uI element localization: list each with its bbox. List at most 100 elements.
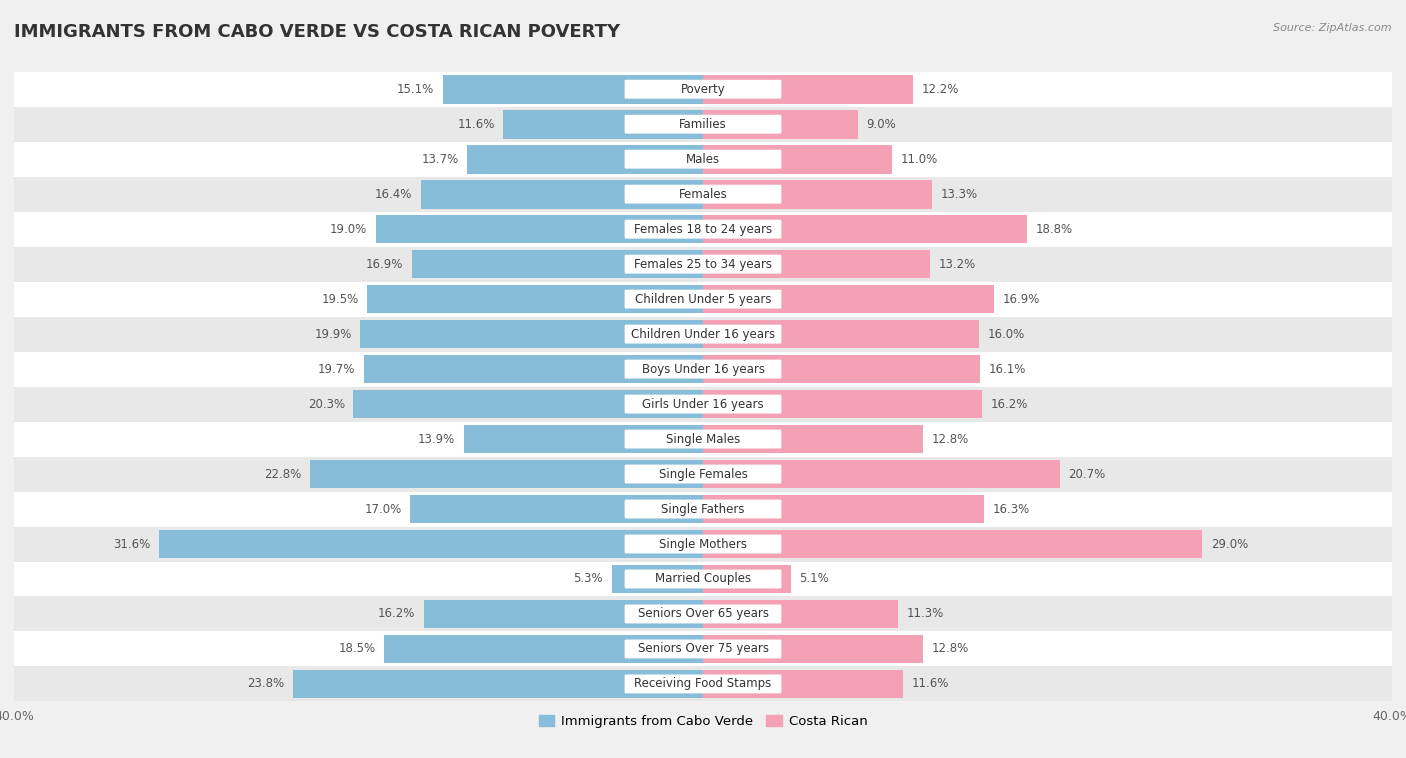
Text: 13.3%: 13.3% [941, 188, 977, 201]
Bar [420, 180, 703, 208]
FancyBboxPatch shape [624, 359, 782, 378]
Text: 17.0%: 17.0% [364, 503, 402, 515]
Text: Seniors Over 75 years: Seniors Over 75 years [637, 643, 769, 656]
Text: Single Mothers: Single Mothers [659, 537, 747, 550]
Bar [14, 211, 1392, 246]
Bar [14, 666, 1392, 701]
Text: 15.1%: 15.1% [396, 83, 434, 96]
Bar [384, 634, 703, 663]
FancyBboxPatch shape [624, 640, 782, 659]
Text: 13.7%: 13.7% [422, 152, 458, 166]
Text: 16.1%: 16.1% [988, 362, 1026, 375]
Bar [14, 246, 1392, 282]
Bar [703, 320, 979, 349]
Bar [14, 352, 1392, 387]
Bar [703, 285, 994, 314]
FancyBboxPatch shape [624, 290, 782, 309]
Text: 19.7%: 19.7% [318, 362, 356, 375]
Bar [14, 142, 1392, 177]
Bar [703, 215, 1026, 243]
Bar [412, 250, 703, 278]
Text: Females 18 to 24 years: Females 18 to 24 years [634, 223, 772, 236]
Bar [703, 390, 981, 418]
Bar [703, 110, 858, 139]
FancyBboxPatch shape [624, 255, 782, 274]
Text: Children Under 5 years: Children Under 5 years [634, 293, 772, 305]
Text: Source: ZipAtlas.com: Source: ZipAtlas.com [1274, 23, 1392, 33]
FancyBboxPatch shape [624, 500, 782, 518]
Text: 13.9%: 13.9% [418, 433, 456, 446]
Text: Single Females: Single Females [658, 468, 748, 481]
Text: 12.8%: 12.8% [932, 643, 969, 656]
Bar [703, 75, 912, 104]
Bar [14, 527, 1392, 562]
Text: Females: Females [679, 188, 727, 201]
Bar [503, 110, 703, 139]
Text: Females 25 to 34 years: Females 25 to 34 years [634, 258, 772, 271]
Text: Single Fathers: Single Fathers [661, 503, 745, 515]
Text: Families: Families [679, 117, 727, 130]
Bar [159, 530, 703, 559]
FancyBboxPatch shape [624, 324, 782, 343]
Text: 12.8%: 12.8% [932, 433, 969, 446]
FancyBboxPatch shape [624, 605, 782, 623]
Bar [14, 421, 1392, 456]
FancyBboxPatch shape [624, 80, 782, 99]
Text: 29.0%: 29.0% [1211, 537, 1249, 550]
Text: Children Under 16 years: Children Under 16 years [631, 327, 775, 340]
Text: 11.6%: 11.6% [457, 117, 495, 130]
Bar [443, 75, 703, 104]
FancyBboxPatch shape [624, 220, 782, 239]
Bar [703, 669, 903, 698]
Text: IMMIGRANTS FROM CABO VERDE VS COSTA RICAN POVERTY: IMMIGRANTS FROM CABO VERDE VS COSTA RICA… [14, 23, 620, 41]
Text: 31.6%: 31.6% [112, 537, 150, 550]
Text: Males: Males [686, 152, 720, 166]
Text: 19.0%: 19.0% [330, 223, 367, 236]
FancyBboxPatch shape [624, 150, 782, 168]
Text: 11.0%: 11.0% [901, 152, 938, 166]
Bar [703, 634, 924, 663]
Bar [425, 600, 703, 628]
Bar [464, 424, 703, 453]
Text: 16.4%: 16.4% [374, 188, 412, 201]
Bar [703, 495, 984, 523]
Bar [14, 177, 1392, 211]
Bar [14, 562, 1392, 597]
Bar [14, 107, 1392, 142]
Text: 12.2%: 12.2% [922, 83, 959, 96]
Bar [612, 565, 703, 594]
Text: 9.0%: 9.0% [866, 117, 897, 130]
Bar [364, 355, 703, 384]
Bar [703, 600, 897, 628]
Text: 23.8%: 23.8% [247, 678, 284, 691]
FancyBboxPatch shape [624, 114, 782, 133]
Bar [14, 72, 1392, 107]
FancyBboxPatch shape [624, 185, 782, 204]
Text: 18.5%: 18.5% [339, 643, 375, 656]
Bar [703, 459, 1060, 488]
Bar [467, 145, 703, 174]
Text: 16.0%: 16.0% [987, 327, 1025, 340]
Text: 16.9%: 16.9% [366, 258, 404, 271]
Text: 5.3%: 5.3% [574, 572, 603, 585]
Bar [367, 285, 703, 314]
Bar [292, 669, 703, 698]
Text: 22.8%: 22.8% [264, 468, 302, 481]
Text: 16.3%: 16.3% [993, 503, 1029, 515]
Text: Boys Under 16 years: Boys Under 16 years [641, 362, 765, 375]
Bar [703, 180, 932, 208]
Text: 16.2%: 16.2% [991, 398, 1028, 411]
Bar [703, 250, 931, 278]
Bar [360, 320, 703, 349]
Bar [411, 495, 703, 523]
Text: 13.2%: 13.2% [939, 258, 976, 271]
FancyBboxPatch shape [624, 395, 782, 414]
Text: Girls Under 16 years: Girls Under 16 years [643, 398, 763, 411]
Text: Seniors Over 65 years: Seniors Over 65 years [637, 607, 769, 621]
Bar [703, 424, 924, 453]
Text: Single Males: Single Males [666, 433, 740, 446]
Bar [353, 390, 703, 418]
Bar [375, 215, 703, 243]
FancyBboxPatch shape [624, 675, 782, 694]
FancyBboxPatch shape [624, 534, 782, 553]
